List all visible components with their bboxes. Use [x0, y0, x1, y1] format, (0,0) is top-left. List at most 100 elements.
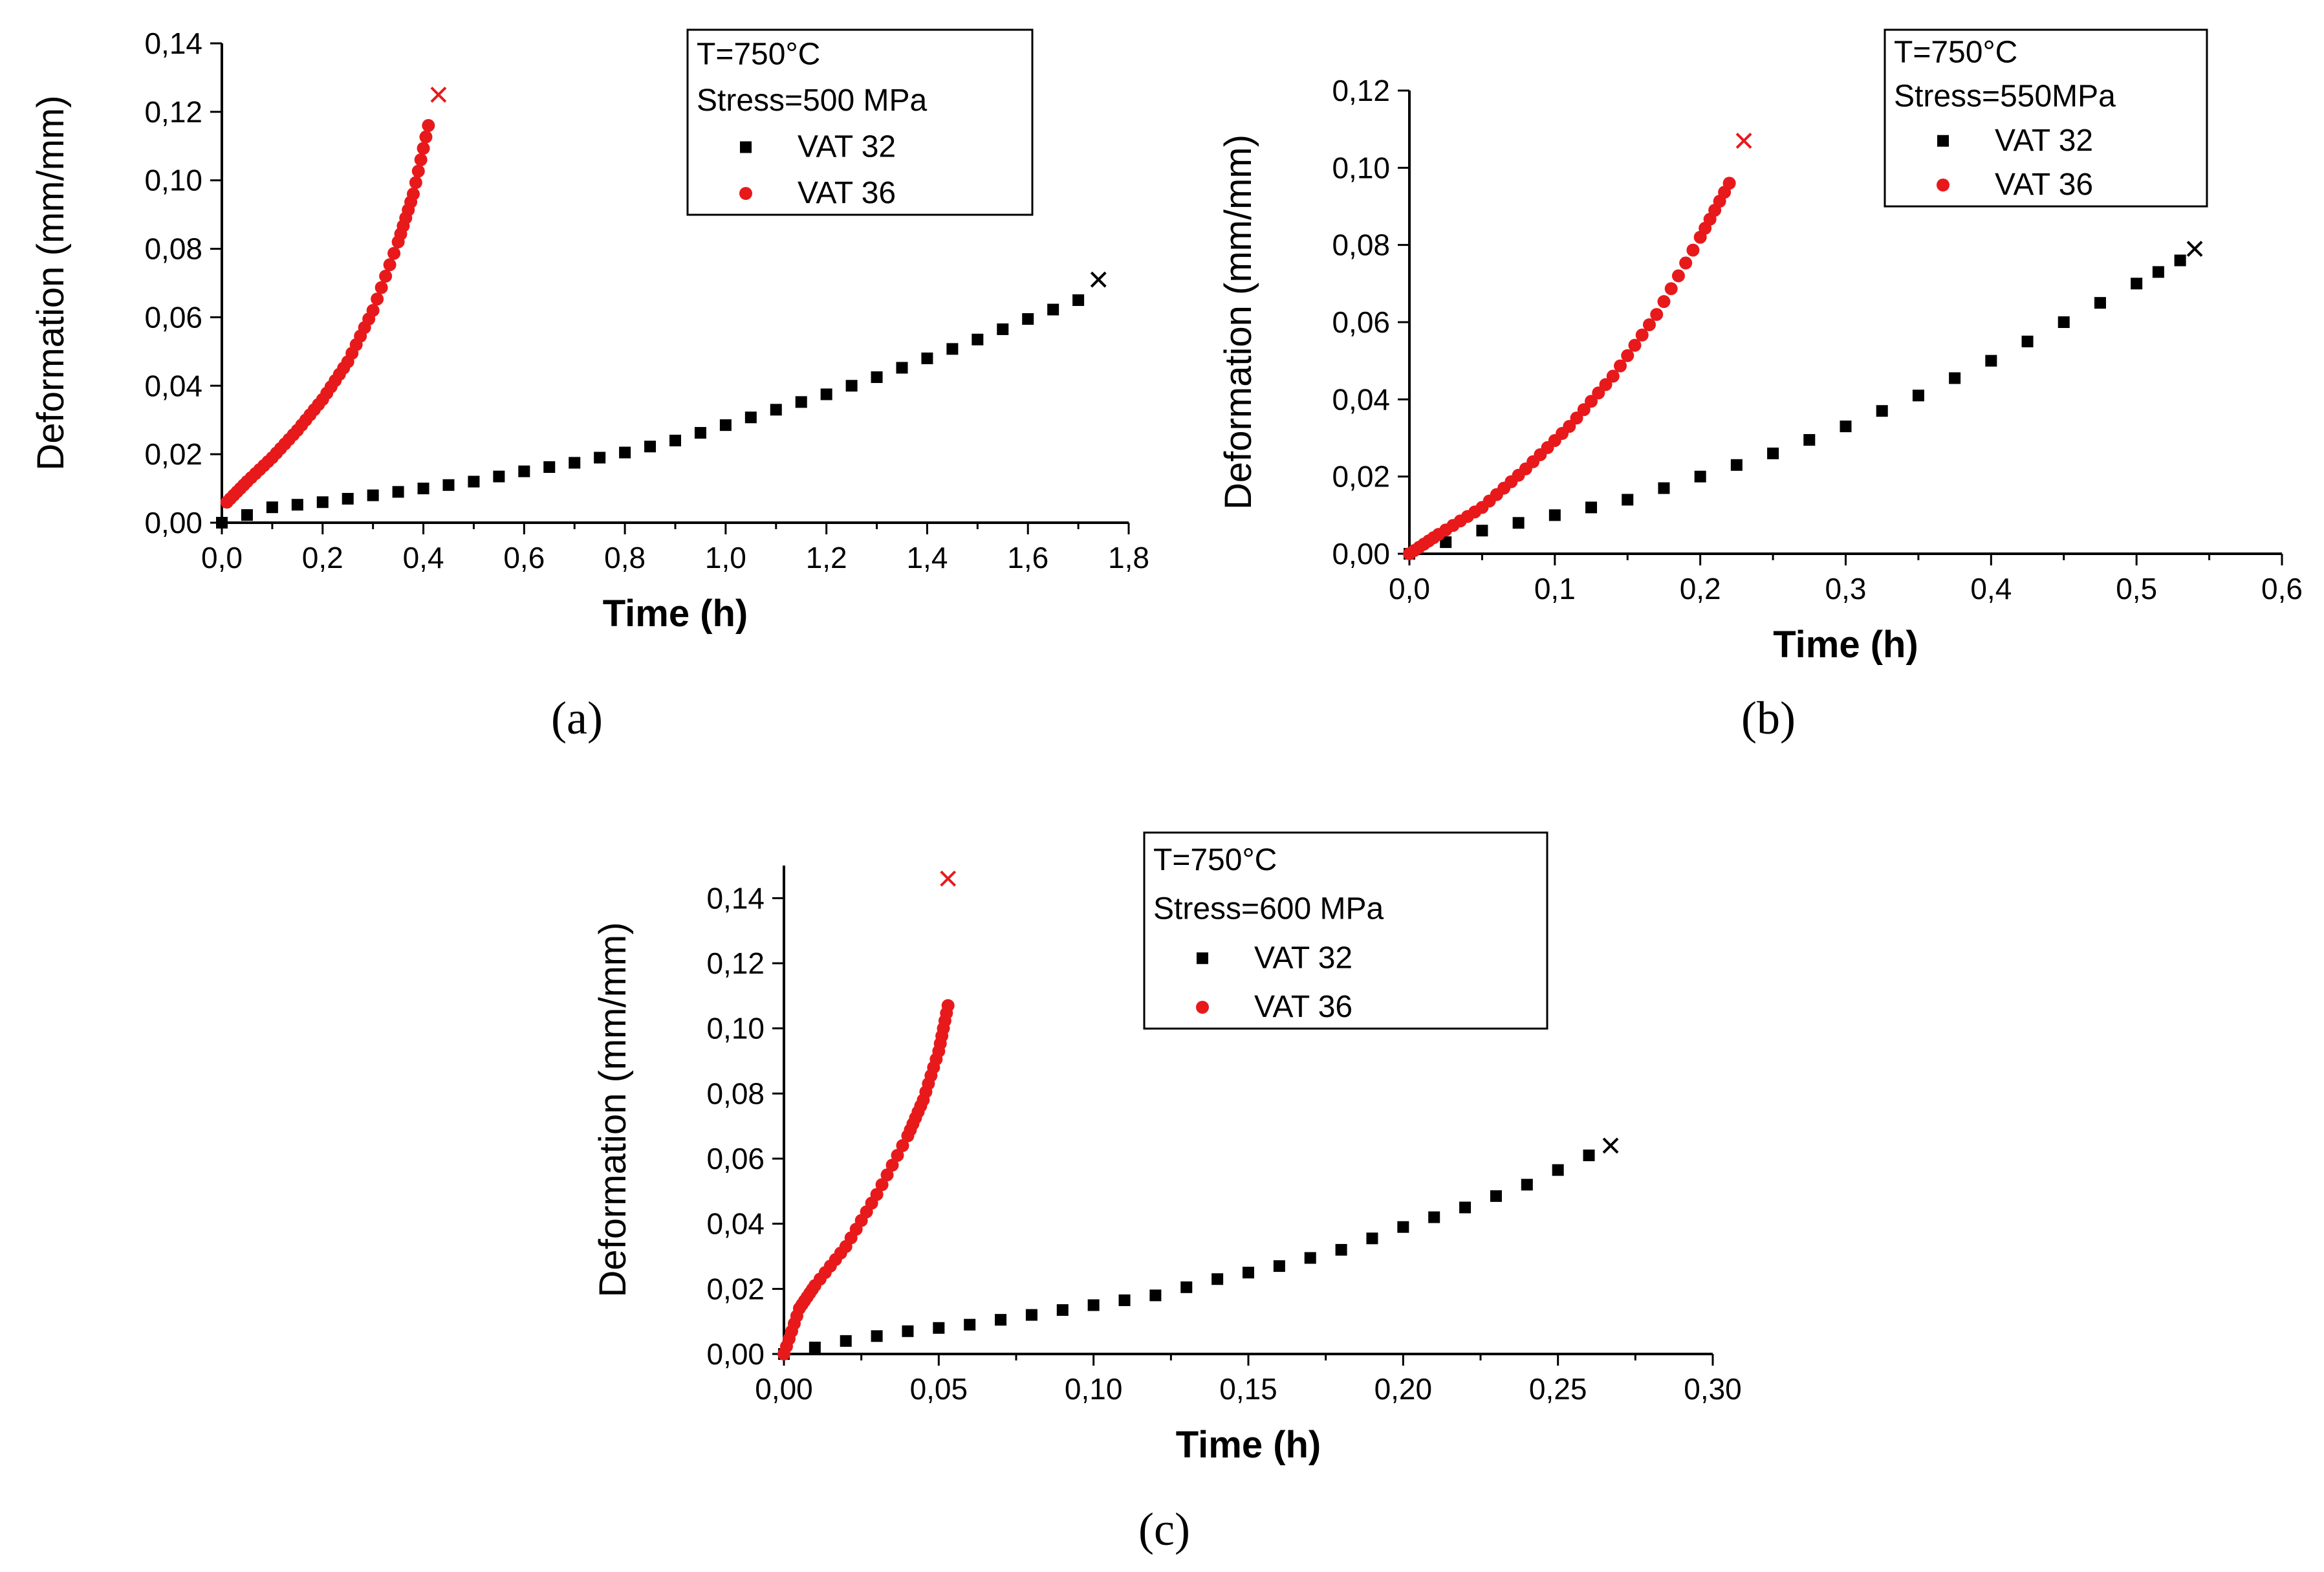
- data-point: [1570, 411, 1583, 425]
- data-point: [493, 470, 505, 483]
- panel-label: (c): [1138, 1503, 1190, 1555]
- x-tick-label: 0,8: [604, 541, 646, 574]
- x-tick-label: 0,6: [503, 541, 545, 574]
- data-point: [845, 380, 858, 392]
- legend-entry: VAT 36: [1995, 168, 2093, 202]
- data-point: [1521, 1179, 1533, 1191]
- chart-panel-1: 0,0 0,2 0,4 0,6 0,8 1,0 1,2 1,4 1,6 1,8 0,00 0,02 0,…: [30, 27, 1149, 744]
- data-point: [1118, 1294, 1131, 1306]
- data-point: [2152, 266, 2164, 278]
- legend-condition: T=750°C: [697, 38, 820, 72]
- data-point: [1657, 295, 1671, 309]
- data-point: [409, 176, 422, 190]
- legend-entry: VAT 36: [1254, 990, 1352, 1024]
- series-vat-32: [1404, 241, 2203, 560]
- x-tick-label: 0,2: [1680, 572, 1721, 606]
- data-point: [921, 352, 933, 364]
- data-point: [2094, 297, 2106, 309]
- data-point: [1803, 433, 1816, 446]
- x-tick-label: 0,6: [2261, 572, 2303, 606]
- legend-box: [1143, 831, 1548, 1030]
- legend-box: [1884, 28, 2208, 208]
- data-point: [1585, 395, 1598, 408]
- x-tick-label: 0,20: [1374, 1372, 1433, 1406]
- data-point: [2058, 316, 2070, 328]
- x-tick-label: 0,4: [1970, 572, 2012, 606]
- data-point: [1273, 1260, 1285, 1272]
- legend-condition: Stress=600 MPa: [1153, 892, 1384, 926]
- data-point: [964, 1318, 976, 1331]
- data-point: [744, 411, 757, 424]
- data-point: [644, 441, 657, 453]
- y-axis-label: Deformation (mm/mm): [1217, 135, 1259, 510]
- data-point: [2174, 254, 2186, 267]
- data-point: [1606, 369, 1620, 383]
- data-point: [619, 446, 631, 459]
- y-tick-label: 0,12: [1332, 74, 1390, 107]
- x-tick-label: 1,0: [705, 541, 746, 574]
- y-tick-label: 0,12: [706, 946, 765, 980]
- data-point: [1876, 405, 1888, 417]
- data-point: [1730, 459, 1743, 471]
- y-tick-label: 0,10: [706, 1012, 765, 1045]
- y-axis-label: Deformation (mm/mm): [592, 922, 634, 1297]
- data-point: [406, 187, 420, 201]
- data-point: [1585, 501, 1598, 514]
- data-point: [1722, 177, 1736, 190]
- legend: T=750°C Stress=550MPa VAT 32 VAT 36: [1884, 28, 2208, 208]
- y-tick-label: 0,14: [144, 27, 202, 60]
- data-point: [840, 1335, 852, 1347]
- data-point: [266, 501, 278, 514]
- data-point: [885, 1159, 899, 1172]
- series-vat-36: [220, 86, 447, 509]
- y-tick-label: 0,08: [1332, 228, 1390, 262]
- data-point: [941, 999, 955, 1012]
- panel-label: (a): [551, 692, 603, 744]
- data-point: [1599, 378, 1613, 391]
- x-tick-label: 0,00: [755, 1372, 813, 1406]
- data-point: [946, 343, 959, 355]
- rupture-marker: [430, 86, 447, 103]
- data-point: [1563, 420, 1576, 433]
- y-tick-label: 0,02: [706, 1272, 765, 1305]
- data-point: [1180, 1281, 1193, 1293]
- x-tick-label: 0,10: [1065, 1372, 1123, 1406]
- data-point: [1022, 313, 1034, 325]
- series-vat-32: [778, 1137, 1619, 1360]
- legend-entry: VAT 36: [798, 176, 896, 210]
- rupture-marker: [1602, 1137, 1619, 1154]
- data-point: [1671, 269, 1685, 283]
- data-point: [411, 164, 425, 178]
- data-point: [1664, 282, 1678, 296]
- data-point: [1047, 303, 1059, 316]
- y-tick-label: 0,04: [706, 1207, 765, 1241]
- x-tick-label: 0,05: [910, 1372, 968, 1406]
- legend: T=750°C Stress=500 MPa VAT 32 VAT 36: [686, 28, 1034, 216]
- data-point: [316, 496, 329, 508]
- series-vat-36: [1403, 133, 1752, 560]
- data-point: [1592, 386, 1605, 400]
- x-axis-label: Time (h): [603, 593, 748, 635]
- data-point: [870, 1188, 884, 1201]
- data-point: [875, 1178, 889, 1192]
- y-tick-label: 0,06: [144, 300, 202, 334]
- x-tick-label: 0,30: [1684, 1372, 1742, 1406]
- y-tick-label: 0,14: [706, 881, 765, 915]
- data-point: [1548, 509, 1561, 521]
- data-point: [871, 1330, 883, 1342]
- y-tick-label: 0,10: [1332, 151, 1390, 184]
- data-point: [1512, 517, 1525, 529]
- data-point: [375, 281, 388, 294]
- rupture-marker: [1735, 133, 1752, 149]
- chart-panel-3: 0,00 0,05 0,10 0,15 0,20 0,25 0,30 0,00 0,02 0,04…: [592, 831, 1742, 1555]
- legend-entry: VAT 32: [1995, 124, 2093, 158]
- data-point: [1428, 1211, 1440, 1223]
- data-point: [1628, 338, 1642, 352]
- data-point: [694, 427, 706, 439]
- data-point: [367, 489, 379, 501]
- data-point: [594, 452, 606, 464]
- x-tick-label: 0,0: [1389, 572, 1430, 606]
- y-tick-label: 0,02: [1332, 460, 1390, 494]
- legend-condition: T=750°C: [1153, 843, 1277, 877]
- rupture-marker: [940, 870, 957, 887]
